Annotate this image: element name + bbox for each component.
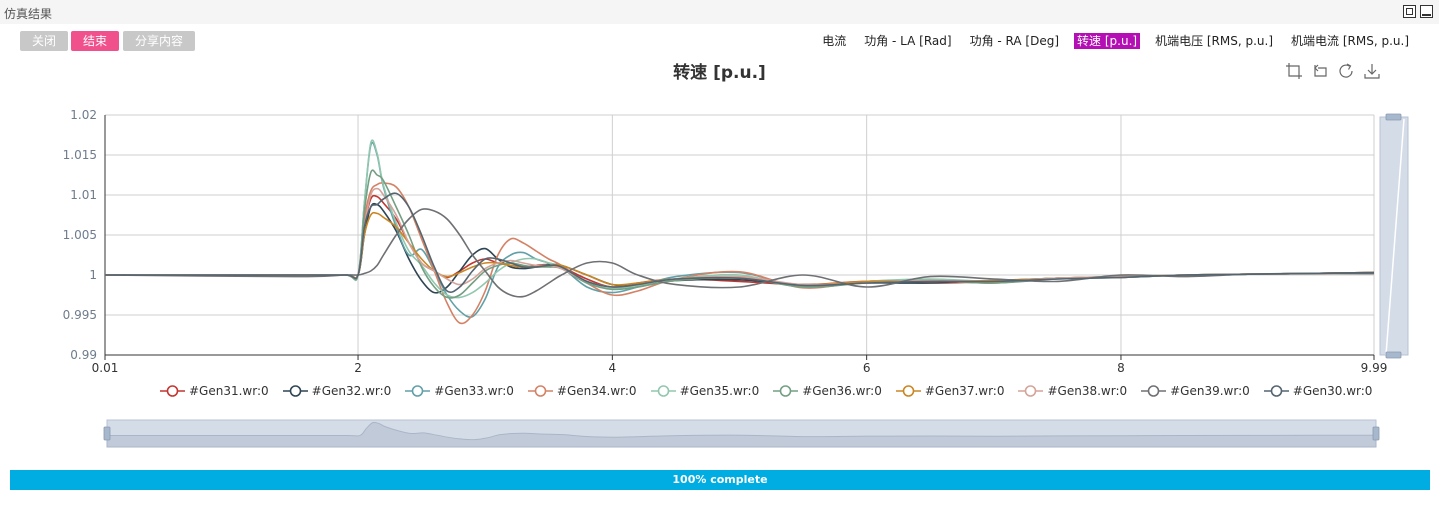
legend-label: #Gen32.wr:0	[311, 384, 392, 398]
x-axis-datazoom-slider[interactable]	[0, 415, 1439, 455]
series-line-gen39wr0[interactable]	[104, 208, 1375, 298]
speed-line-chart: 0.99 0.995 1 1.005 1.01 1.015 1.02 0.01 2 4 6 8 9.99	[63, 108, 1409, 375]
x-tick-label: 0.01	[92, 361, 119, 375]
x-tick-label: 6	[863, 361, 871, 375]
close-button[interactable]: 关闭	[20, 31, 68, 51]
legend-symbol-icon	[773, 385, 799, 397]
series-line-gen33wr0[interactable]	[105, 141, 1375, 318]
progress-label: 100% complete	[672, 473, 768, 486]
y-zoom-handle-bottom[interactable]	[1385, 351, 1402, 359]
y-zoom-handle-top[interactable]	[1385, 113, 1402, 121]
legend-label: #Gen37.wr:0	[924, 384, 1005, 398]
legend-label: #Gen30.wr:0	[1292, 384, 1373, 398]
y-tick-label: 1.02	[70, 108, 97, 122]
chart-series	[104, 139, 1375, 325]
legend-item[interactable]: #Gen33.wr:0	[405, 382, 514, 400]
y-tick-label: 1	[89, 268, 97, 282]
chart-axes: 0.99 0.995 1 1.005 1.01 1.015 1.02 0.01 2 4 6 8 9.99	[63, 108, 1388, 375]
legend-symbol-icon	[1141, 385, 1167, 397]
y-tick-label: 1.005	[63, 228, 97, 242]
legend-item[interactable]: #Gen38.wr:0	[1018, 382, 1127, 400]
legend-symbol-icon	[282, 385, 308, 397]
series-line-gen35wr0[interactable]	[105, 139, 1375, 299]
tab-current[interactable]: 电流	[822, 34, 847, 48]
series-line-gen32wr0[interactable]	[105, 202, 1375, 294]
x-tick-label: 9.99	[1361, 361, 1388, 375]
chart-grid	[104, 114, 1375, 356]
chart-title: 转速 [p.u.]	[673, 63, 766, 83]
x-tick-label: 8	[1117, 361, 1125, 375]
x-zoom-preview	[106, 421, 1377, 448]
y-zoom-shadow	[1385, 118, 1405, 356]
window-title: 仿真结果	[4, 7, 53, 21]
legend-item[interactable]: #Gen30.wr:0	[1263, 382, 1373, 400]
legend-label: #Gen31.wr:0	[189, 384, 269, 398]
progress-bar: 100% complete	[10, 470, 1430, 490]
legend-item[interactable]: #Gen32.wr:0	[282, 382, 392, 400]
restore-icon[interactable]	[1337, 62, 1355, 80]
x-zoom-handle-left[interactable]	[103, 426, 111, 441]
legend-label: #Gen33.wr:0	[434, 384, 514, 398]
download-icon[interactable]	[1363, 62, 1381, 80]
y-tick-label: 0.995	[63, 308, 97, 322]
legend-label: #Gen36.wr:0	[802, 384, 882, 398]
chart-legend: #Gen31.wr:0 #Gen32.wr:0 #Gen33.wr:0 #Gen34.…	[160, 382, 1372, 400]
legend-item[interactable]: #Gen31.wr:0	[160, 382, 269, 400]
legend-symbol-icon	[527, 385, 553, 397]
y-tick-label: 1.015	[63, 148, 97, 162]
minimize-icon[interactable]	[1420, 5, 1433, 18]
x-zoom-handle-right[interactable]	[1372, 426, 1380, 441]
legend-symbol-icon	[405, 385, 431, 397]
legend-item[interactable]: #Gen39.wr:0	[1141, 382, 1250, 400]
legend-item[interactable]: #Gen36.wr:0	[773, 382, 882, 400]
legend-symbol-icon	[1263, 385, 1289, 397]
series-line-gen34wr0[interactable]	[105, 182, 1375, 325]
y-tick-label: 0.99	[70, 348, 97, 362]
y-zoom-track[interactable]	[1379, 116, 1409, 356]
y-axis-datazoom[interactable]	[1379, 113, 1409, 359]
legend-symbol-icon	[1018, 385, 1044, 397]
window-titlebar: 仿真结果	[0, 0, 1439, 24]
progress-fill	[10, 470, 1430, 490]
legend-item[interactable]: #Gen37.wr:0	[895, 382, 1005, 400]
tab-power-angle-deg[interactable]: 功角 - RA [Deg]	[969, 34, 1060, 48]
legend-symbol-icon	[895, 385, 921, 397]
series-line-gen37wr0[interactable]	[105, 211, 1375, 286]
legend-label: #Gen34.wr:0	[556, 384, 637, 398]
tab-power-angle-rad[interactable]: 功角 - LA [Rad]	[864, 34, 952, 48]
legend-item[interactable]: #Gen35.wr:0	[650, 382, 760, 400]
legend-label: #Gen38.wr:0	[1047, 384, 1128, 398]
tab-terminal-current[interactable]: 机端电流 [RMS, p.u.]	[1291, 34, 1409, 48]
tab-speed[interactable]: 转速 [p.u.]	[1074, 33, 1141, 49]
legend-item[interactable]: #Gen34.wr:0	[527, 382, 637, 400]
x-tick-label: 2	[354, 361, 362, 375]
maximize-icon[interactable]	[1403, 5, 1416, 18]
end-button[interactable]: 结束	[71, 31, 119, 51]
x-tick-label: 4	[609, 361, 617, 375]
tab-terminal-voltage[interactable]: 机端电压 [RMS, p.u.]	[1155, 34, 1274, 48]
share-button[interactable]: 分享内容	[123, 31, 195, 51]
chart-toolbox	[1285, 62, 1385, 82]
series-line-gen36wr0[interactable]	[105, 169, 1375, 299]
chart-tabs: 电流 功角 - LA [Rad] 功角 - RA [Deg] 转速 [p.u.]…	[819, 33, 1412, 49]
y-tick-label: 1.01	[70, 188, 97, 202]
legend-symbol-icon	[650, 385, 676, 397]
legend-symbol-icon	[160, 385, 185, 397]
legend-label: #Gen39.wr:0	[1170, 384, 1250, 398]
zoom-reset-icon[interactable]	[1311, 62, 1329, 80]
zoom-icon[interactable]	[1285, 62, 1303, 80]
legend-label: #Gen35.wr:0	[679, 384, 760, 398]
series-line-gen30wr0[interactable]	[105, 192, 1375, 294]
